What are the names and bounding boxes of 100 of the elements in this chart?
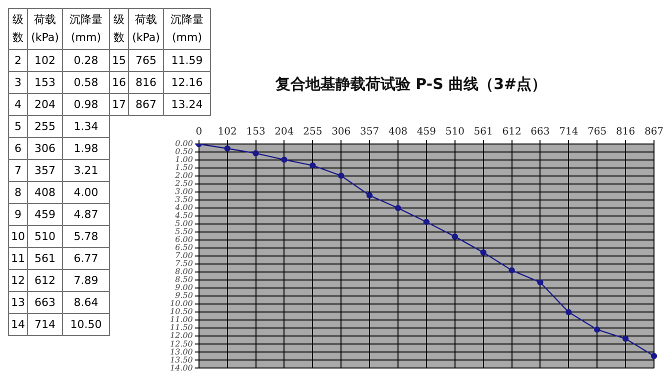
- category-label: 765: [136, 54, 156, 67]
- text: 7.89: [74, 274, 98, 287]
- text: 0.98: [74, 98, 98, 111]
- category-label: 204: [34, 98, 56, 111]
- category-label: 357: [34, 164, 56, 177]
- text: 17: [110, 94, 128, 116]
- x-tick-label: 204: [274, 126, 294, 138]
- text: 5.78: [74, 230, 98, 243]
- y-tick-label: 1.00: [175, 155, 193, 164]
- y-tick-label: 9.50: [175, 291, 193, 300]
- category-label: 510: [34, 230, 56, 243]
- text: 3: [8, 72, 28, 94]
- text: 16: [110, 72, 128, 94]
- x-tick-label: 714: [559, 126, 578, 138]
- category-label: 816: [136, 76, 156, 89]
- x-tick-label: 255: [303, 126, 322, 138]
- x-tick-label: 663: [530, 126, 550, 138]
- y-tick-label: 0.00: [175, 139, 193, 148]
- y-tick-label: 8.00: [175, 267, 193, 276]
- y-tick-label: 4.50: [174, 211, 193, 220]
- y-tick-label: 13.00: [170, 347, 193, 356]
- text: 荷载 (kPa): [31, 13, 59, 44]
- category-label: 306: [34, 142, 56, 155]
- text: 11.59: [171, 54, 203, 67]
- y-tick-label: 3.50: [175, 195, 193, 204]
- y-tick-label: 5.00: [175, 219, 193, 228]
- y-tick-label: 7.50: [175, 259, 193, 268]
- text: 12: [8, 270, 28, 292]
- y-tick-label: 8.50: [175, 275, 193, 284]
- text: 荷载 (kPa): [128, 8, 164, 50]
- x-tick-label: 0: [196, 126, 202, 138]
- x-tick-label: 408: [388, 126, 408, 138]
- y-tick-label: 11.50: [170, 323, 193, 332]
- category-label: 714: [34, 318, 56, 331]
- text: 0.28: [74, 54, 98, 67]
- text: 1.34: [74, 120, 98, 133]
- text: 2: [8, 50, 28, 72]
- x-tick-label: 510: [445, 126, 464, 138]
- text: 8: [8, 182, 28, 204]
- x-tick-label: 357: [360, 126, 380, 138]
- text: 10.50: [70, 318, 102, 331]
- category-label: 102: [34, 54, 56, 67]
- text: 9: [8, 204, 28, 226]
- text: 级数: [12, 13, 24, 44]
- text: 13.24: [171, 98, 203, 111]
- text: 0.58: [74, 76, 98, 89]
- text: 13: [8, 292, 28, 314]
- y-tick-label: 0.50: [175, 147, 193, 156]
- y-tick-label: 2.00: [174, 171, 193, 180]
- text: 级数: [110, 8, 128, 50]
- text: 10: [8, 226, 28, 248]
- chart-title: 复合地基静载荷试验 P-S 曲线（3#点）: [274, 74, 547, 93]
- y-tick-label: 4.00: [174, 203, 193, 212]
- text: 11: [8, 248, 28, 270]
- y-tick-label: 14.00: [170, 363, 193, 372]
- x-tick-label: 816: [616, 126, 636, 138]
- x-tick-label: 612: [502, 126, 522, 138]
- x-tick-label: 306: [332, 126, 351, 138]
- category-label: 153: [34, 76, 56, 89]
- category-label: 867: [136, 98, 156, 111]
- text: 沉降量 (mm): [164, 8, 210, 50]
- y-tick-label: 5.50: [175, 227, 193, 236]
- category-label: 459: [34, 208, 56, 221]
- x-tick-label: 153: [246, 126, 266, 138]
- x-tick-label: 459: [416, 126, 436, 138]
- y-tick-label: 12.00: [170, 331, 193, 340]
- y-tick-label: 7.00: [175, 251, 193, 260]
- x-tick-label: 765: [588, 126, 607, 138]
- text: 14: [8, 314, 28, 336]
- text: 7: [8, 160, 28, 182]
- y-tick-label: 3.00: [175, 187, 193, 196]
- text: 4.87: [74, 208, 98, 221]
- text: 4: [8, 94, 28, 116]
- y-tick-label: 6.00: [175, 235, 193, 244]
- y-tick-label: 11.00: [170, 315, 193, 324]
- y-tick-label: 1.50: [175, 163, 193, 172]
- y-tick-label: 10.50: [170, 307, 193, 316]
- y-tick-label: 9.00: [175, 283, 193, 292]
- category-label: 612: [34, 274, 56, 287]
- category-label: 663: [34, 296, 56, 309]
- x-tick-label: 102: [218, 126, 237, 138]
- category-label: 561: [34, 252, 56, 265]
- text: 6.77: [74, 252, 98, 265]
- y-tick-label: 6.50: [175, 243, 193, 252]
- category-label: 408: [34, 186, 56, 199]
- text: 12.16: [171, 76, 203, 89]
- y-tick-label: 12.50: [170, 339, 193, 348]
- text: 3.21: [74, 164, 98, 177]
- text: 15: [110, 50, 128, 72]
- x-tick-label: 561: [474, 126, 493, 138]
- text: 4.00: [74, 186, 98, 199]
- text: 8.64: [74, 296, 98, 309]
- y-tick-label: 13.50: [170, 355, 193, 364]
- text: 5: [8, 116, 28, 138]
- text: 沉降量 (mm): [70, 13, 102, 44]
- y-tick-label: 10.00: [170, 299, 193, 308]
- x-tick-label: 867: [644, 126, 664, 138]
- text: 6: [8, 138, 28, 160]
- y-tick-label: 2.50: [174, 179, 193, 188]
- text: 1.98: [74, 142, 98, 155]
